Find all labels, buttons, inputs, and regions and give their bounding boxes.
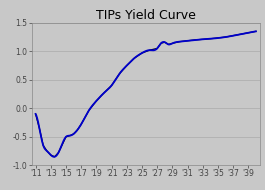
Title: TIPs Yield Curve: TIPs Yield Curve bbox=[96, 9, 196, 22]
